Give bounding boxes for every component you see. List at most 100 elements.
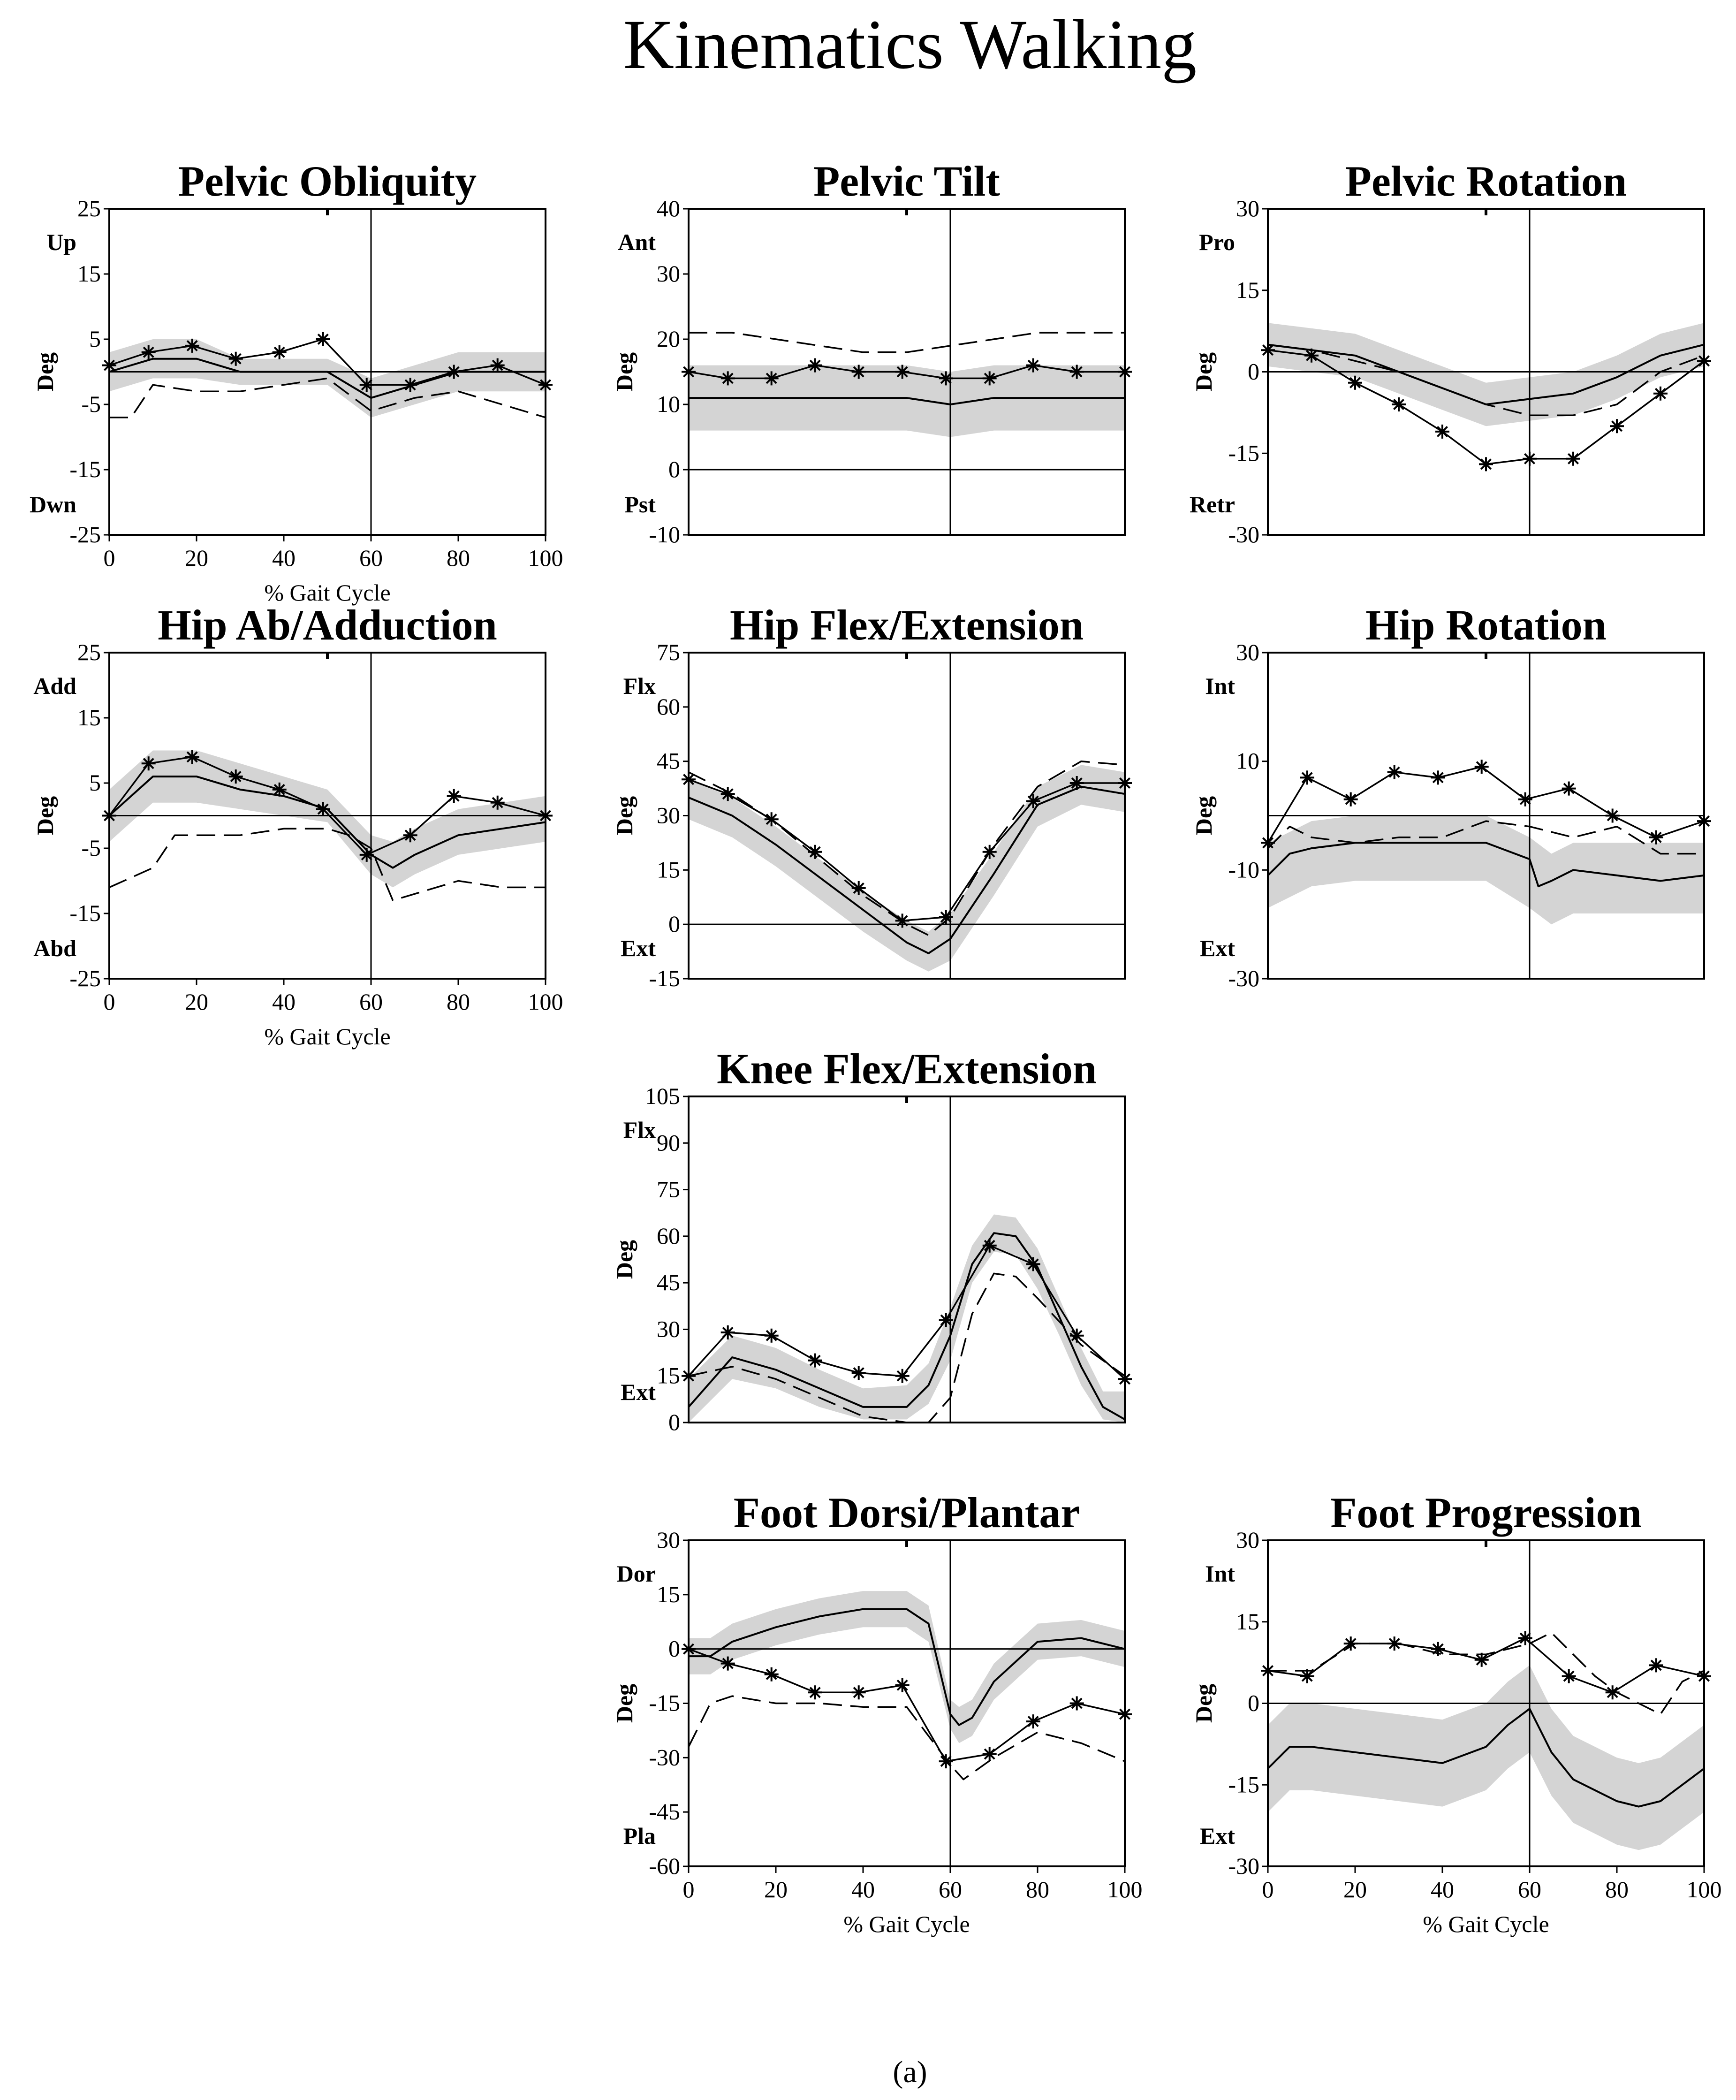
normal-range-band [1268, 1665, 1704, 1850]
lower-direction-label: Dwn [30, 491, 76, 517]
chart-title: Hip Flex/Extension [730, 601, 1084, 649]
chart-title: Pelvic Obliquity [178, 157, 477, 205]
x-tick-label: 40 [272, 989, 296, 1015]
normal-range-band [109, 750, 546, 888]
y-tick-label: 30 [1236, 195, 1259, 221]
upper-direction-label: Up [46, 229, 76, 255]
y-tick-label: 30 [657, 1527, 680, 1553]
star-marker [185, 750, 199, 764]
star-marker [316, 802, 330, 816]
x-tick-label: 0 [104, 545, 115, 571]
y-tick-label: 20 [657, 326, 680, 352]
star-marker [403, 378, 417, 392]
x-tick-label: 20 [185, 545, 208, 571]
x-tick-label: 60 [359, 989, 383, 1015]
series-line-dashed [109, 377, 546, 418]
star-marker [1431, 1642, 1445, 1656]
star-marker [1649, 1658, 1663, 1673]
y-tick-label: 0 [668, 1636, 680, 1662]
star-marker [808, 1353, 822, 1368]
series-line-dashed [688, 760, 1125, 936]
y-tick-label: 15 [1236, 1608, 1259, 1635]
lower-direction-label: Abd [33, 935, 76, 961]
upper-direction-label: Flx [623, 1117, 656, 1143]
star-marker [808, 845, 822, 859]
star-marker [939, 1754, 953, 1769]
star-marker [1387, 765, 1402, 779]
x-tick-label: 80 [447, 989, 470, 1015]
upper-direction-label: Flx [623, 673, 656, 699]
star-marker [403, 828, 417, 843]
x-tick-label: 0 [1262, 1876, 1274, 1902]
star-marker [316, 332, 330, 346]
y-tick-label: 15 [657, 856, 680, 883]
star-marker [359, 378, 374, 392]
y-tick-label: 25 [77, 195, 101, 221]
star-marker [1431, 770, 1445, 785]
star-marker [141, 756, 156, 771]
star-marker [272, 782, 287, 797]
chart-panel: Foot Progression 30 15 0 -15 -30 Int Ext Deg 0 20 4… [1190, 1489, 1722, 1937]
y-tick-label: 105 [645, 1083, 680, 1109]
chart-title: Foot Dorsi/Plantar [734, 1489, 1080, 1537]
star-marker [1026, 358, 1040, 373]
y-tick-label: -5 [81, 835, 101, 861]
y-axis-label: Deg [611, 1240, 637, 1279]
lower-direction-label: Ext [1200, 1823, 1235, 1849]
star-marker [490, 358, 505, 373]
x-tick-label: 100 [528, 989, 563, 1015]
star-marker [1026, 1714, 1040, 1729]
lower-direction-label: Ext [1200, 935, 1235, 961]
y-tick-label: 45 [657, 748, 680, 774]
y-tick-label: -25 [69, 965, 101, 991]
star-marker [1300, 1669, 1314, 1683]
lower-direction-label: Ext [621, 1379, 656, 1405]
star-marker [1518, 792, 1532, 807]
star-marker [1562, 781, 1576, 796]
chart-panel: Pelvic Rotation 30 15 0 -15 -30 Pro Retr Deg [1190, 157, 1711, 548]
y-tick-label: -15 [69, 900, 101, 926]
star-marker [1479, 457, 1493, 472]
x-tick-label: 20 [764, 1876, 788, 1902]
y-axis-label: Deg [611, 796, 637, 835]
star-marker [851, 365, 866, 379]
x-tick-label: 60 [1518, 1876, 1541, 1902]
upper-direction-label: Dor [617, 1560, 656, 1587]
x-tick-label: 40 [1431, 1876, 1454, 1902]
star-marker [720, 1656, 735, 1671]
y-axis-label: Deg [32, 796, 58, 835]
normal-range-band [109, 339, 546, 418]
star-marker [764, 1667, 779, 1682]
star-marker [764, 371, 779, 386]
normal-range-band [1268, 815, 1704, 925]
x-axis-label: % Gait Cycle [264, 1023, 390, 1050]
y-tick-label: -15 [1228, 440, 1259, 466]
y-tick-label: -10 [649, 521, 680, 548]
star-marker [982, 371, 997, 386]
y-axis-label: Deg [611, 1684, 637, 1723]
series-line-dashed [689, 332, 1125, 353]
star-marker [185, 338, 199, 353]
upper-direction-label: Int [1205, 673, 1235, 699]
normal-range-band [1268, 323, 1704, 426]
series-line-starred [688, 1648, 1125, 1762]
star-marker [1474, 1652, 1489, 1667]
y-tick-label: 0 [668, 456, 680, 482]
x-tick-label: 40 [272, 545, 296, 571]
y-tick-label: 30 [657, 802, 680, 829]
y-tick-label: 60 [657, 693, 680, 720]
series-line-solid [1267, 1708, 1705, 1808]
y-tick-label: 0 [1248, 358, 1259, 385]
y-tick-label: 30 [1236, 639, 1259, 665]
star-marker [895, 1369, 910, 1383]
star-marker [720, 787, 735, 801]
star-marker [851, 1685, 866, 1700]
series-line-solid [688, 785, 1125, 954]
star-marker [359, 847, 374, 862]
star-marker [447, 365, 461, 379]
star-marker [1343, 1636, 1358, 1651]
star-marker [808, 358, 822, 373]
y-tick-label: 10 [1236, 748, 1259, 774]
y-axis-label: Deg [1190, 796, 1217, 835]
